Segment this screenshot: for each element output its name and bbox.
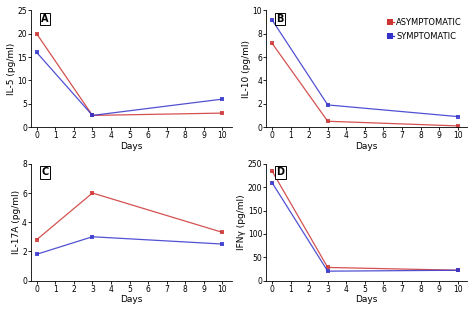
X-axis label: Days: Days <box>120 142 143 151</box>
Y-axis label: IL-5 (pg/ml): IL-5 (pg/ml) <box>7 43 16 95</box>
Y-axis label: IFNγ (pg/ml): IFNγ (pg/ml) <box>237 194 246 250</box>
Text: A: A <box>41 14 49 24</box>
Text: D: D <box>276 167 284 177</box>
X-axis label: Days: Days <box>356 295 378 304</box>
Legend: ASYMPTOMATIC, SYMPTOMATIC: ASYMPTOMATIC, SYMPTOMATIC <box>386 17 463 42</box>
Y-axis label: IL-17A (pg/ml): IL-17A (pg/ml) <box>12 190 21 254</box>
X-axis label: Days: Days <box>120 295 143 304</box>
Text: C: C <box>41 167 48 177</box>
X-axis label: Days: Days <box>356 142 378 151</box>
Text: B: B <box>276 14 284 24</box>
Y-axis label: IL-10 (pg/ml): IL-10 (pg/ml) <box>242 40 251 98</box>
